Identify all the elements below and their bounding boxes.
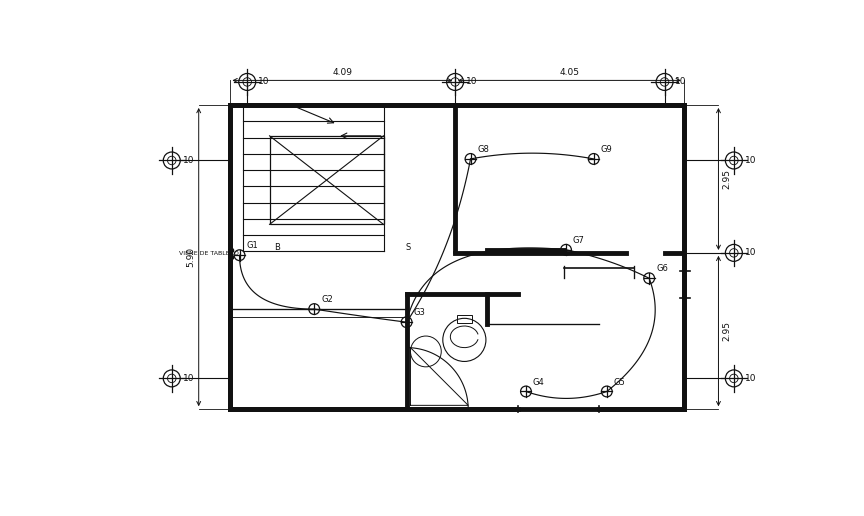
Text: G7: G7 [573, 236, 585, 245]
Text: 10: 10 [745, 248, 756, 257]
Text: 2.95: 2.95 [722, 169, 731, 189]
Text: G3: G3 [414, 308, 425, 317]
Text: 10: 10 [745, 374, 756, 383]
Text: 10: 10 [745, 156, 756, 165]
Text: G1: G1 [246, 241, 258, 250]
Text: G4: G4 [533, 378, 544, 386]
Text: 5.90: 5.90 [186, 247, 195, 267]
Text: 10: 10 [676, 77, 687, 87]
Text: 4.09: 4.09 [333, 68, 353, 76]
Text: 10: 10 [182, 374, 194, 383]
Text: 10: 10 [466, 77, 478, 87]
Text: 10: 10 [182, 156, 194, 165]
Bar [457, 315, 472, 323]
Text: G2: G2 [321, 295, 333, 304]
Bar [270, 136, 384, 224]
Text: G5: G5 [613, 378, 626, 386]
Text: B: B [274, 243, 280, 252]
Text: G6: G6 [656, 264, 668, 273]
Text: 2.95: 2.95 [722, 321, 731, 341]
Text: 10: 10 [258, 77, 270, 87]
Text: G8: G8 [478, 145, 489, 154]
Text: VIENE DE TABLERO: VIENE DE TABLERO [180, 251, 239, 256]
Text: 4.05: 4.05 [560, 68, 580, 76]
Text: G9: G9 [600, 145, 613, 154]
Text: S: S [405, 243, 410, 252]
